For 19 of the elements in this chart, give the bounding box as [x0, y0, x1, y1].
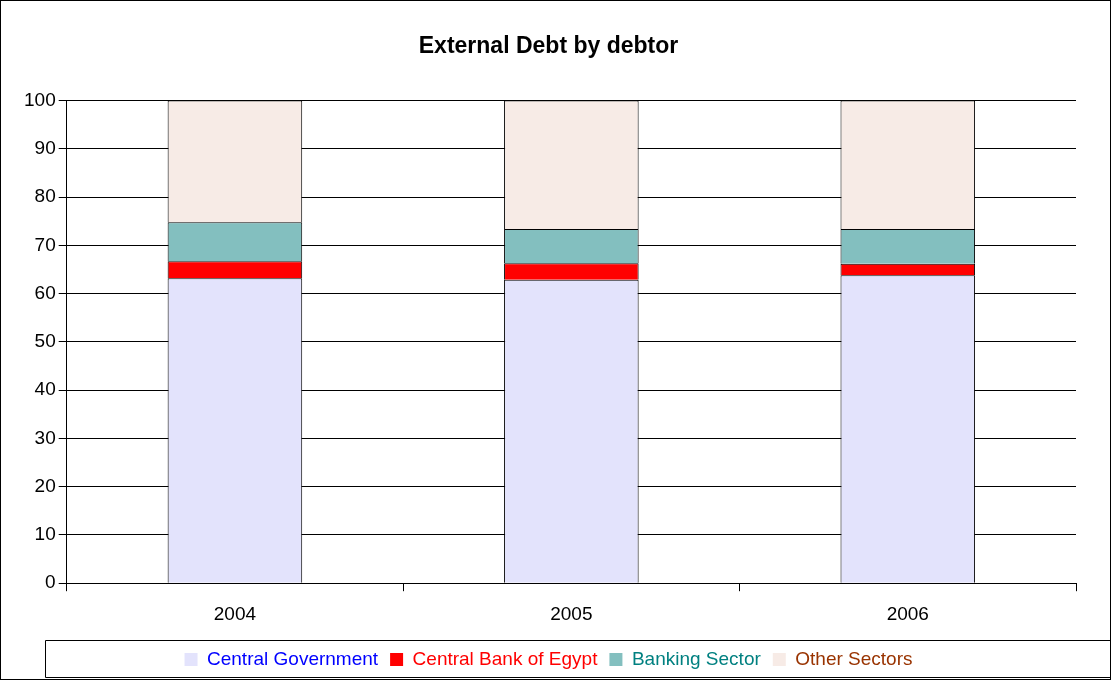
y-tick-label: 60 — [34, 281, 56, 303]
legend-label: Central Government — [207, 647, 379, 669]
y-tick-label: 80 — [34, 185, 56, 207]
y-tick-label: 70 — [34, 233, 56, 255]
legend-label: Banking Sector — [631, 647, 762, 669]
legend-label: Other Sectors — [795, 647, 913, 669]
y-tick-label: 90 — [34, 137, 56, 159]
y-tick-label: 10 — [34, 523, 56, 545]
y-tick-label: 50 — [34, 330, 56, 352]
y-tick-label: 0 — [45, 571, 56, 593]
y-tick-label: 20 — [34, 474, 56, 496]
y-tick-label: 100 — [24, 88, 56, 110]
y-tick-label: 40 — [34, 378, 56, 400]
x-tick-label: 2004 — [213, 602, 257, 624]
y-tick-label: 30 — [34, 426, 56, 448]
legend-label: Central Bank of Egypt — [412, 647, 599, 669]
x-tick-label: 2006 — [886, 602, 929, 624]
chart-title: External Debt by debtor — [418, 32, 679, 59]
x-tick-label: 2005 — [550, 602, 593, 624]
